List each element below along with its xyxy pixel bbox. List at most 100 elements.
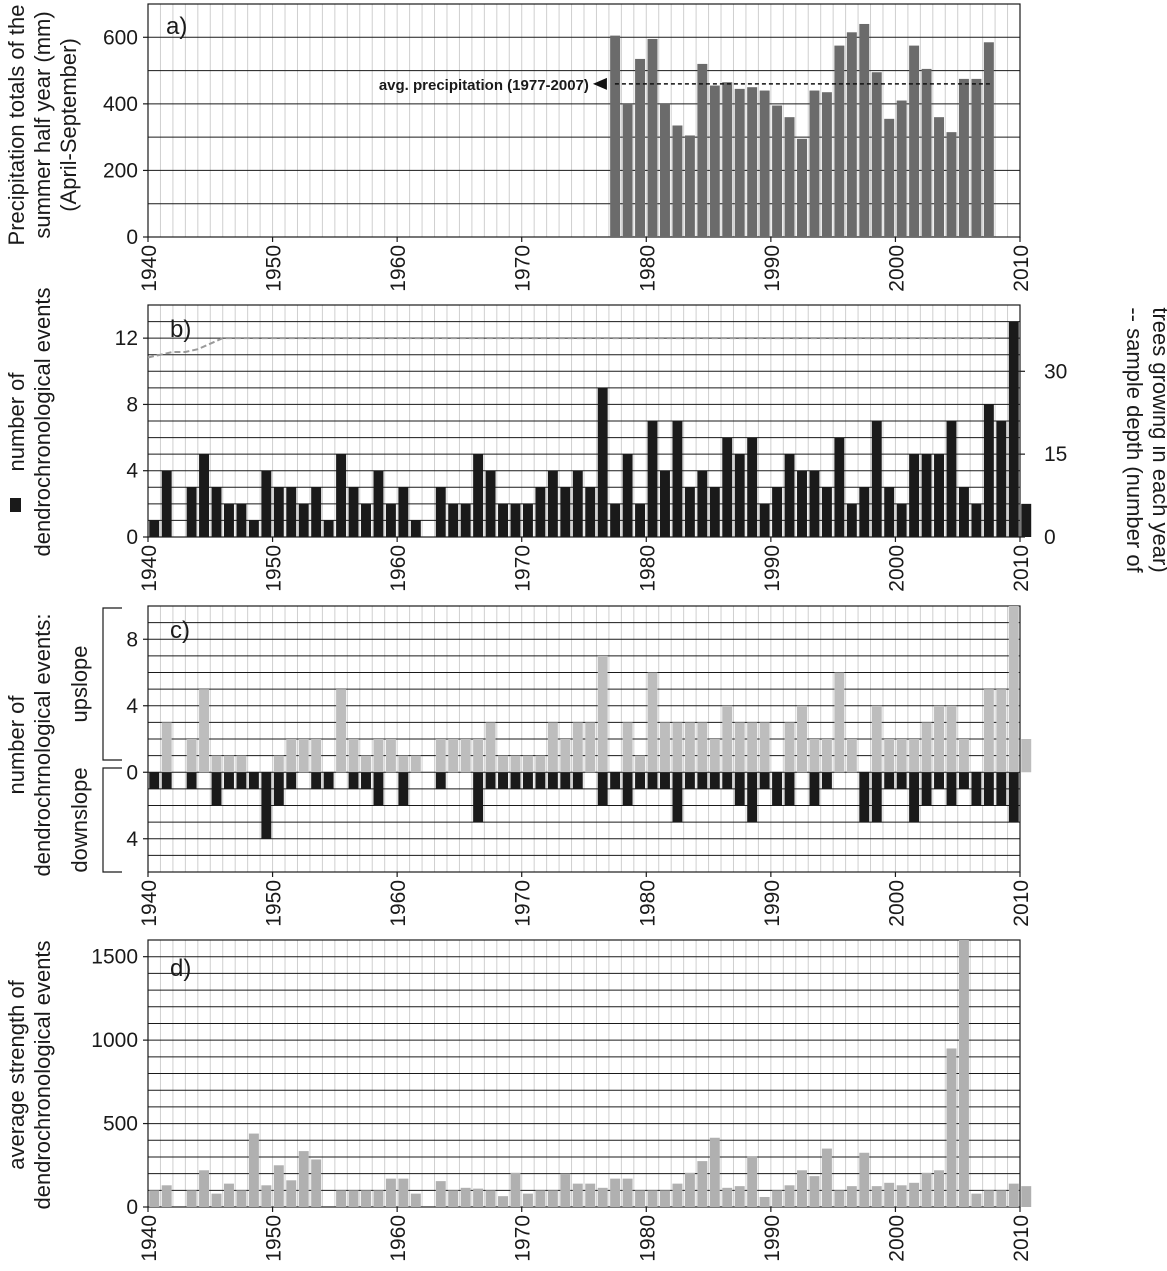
- y2-tick-label: 0: [1044, 526, 1056, 549]
- y-tick-label: 600: [103, 26, 138, 49]
- strength-bar: [248, 1133, 259, 1207]
- upslope-bar: [273, 755, 284, 773]
- upslope-bar: [286, 739, 297, 773]
- event-bar: [298, 503, 309, 537]
- event-bar: [884, 487, 895, 537]
- upslope-bar: [684, 722, 695, 773]
- strength-bar: [846, 1186, 857, 1207]
- event-bar: [348, 487, 359, 537]
- precip-bar: [722, 82, 733, 237]
- strength-bar: [859, 1152, 870, 1207]
- event-bar: [709, 487, 720, 537]
- upslope-bar: [709, 739, 720, 773]
- y-axis-label-d: dendrochronological events: [30, 940, 55, 1209]
- upslope-bar: [211, 755, 222, 773]
- precip-bar: [983, 42, 994, 238]
- downslope-bar: [622, 772, 633, 806]
- precip-bar: [684, 135, 695, 237]
- strength-bar: [572, 1183, 583, 1207]
- downslope-bar: [572, 772, 583, 789]
- downslope-bar: [709, 772, 720, 789]
- x-tick-label: 1940: [138, 1215, 161, 1262]
- y-axis-label-b: number of: [4, 372, 29, 472]
- precip-bar: [934, 117, 945, 237]
- strength-bar: [635, 1190, 646, 1207]
- event-bar: [460, 503, 471, 537]
- plot-frame: [147, 939, 1021, 1208]
- event-bar: [448, 503, 459, 537]
- downslope-bar: [784, 772, 795, 806]
- upslope-bar: [821, 739, 832, 773]
- event-bar: [896, 503, 907, 537]
- upslope-bar: [635, 755, 646, 773]
- strength-bar: [597, 1187, 608, 1207]
- upslope-bar: [1021, 739, 1032, 773]
- x-tick-label: 1950: [263, 1215, 286, 1262]
- upslope-bar: [809, 739, 820, 773]
- strength-bar: [834, 1190, 845, 1207]
- strength-bar: [199, 1170, 210, 1207]
- y-axis-label-c: number of: [4, 695, 29, 795]
- downslope-bar: [186, 772, 197, 789]
- y-tick-label: 0: [126, 526, 138, 549]
- upslope-bar: [697, 722, 708, 773]
- upslope-bar: [498, 755, 509, 773]
- precip-bar: [784, 117, 795, 237]
- strength-bar: [909, 1182, 920, 1207]
- downslope-bar: [722, 772, 733, 789]
- precip-bar: [672, 125, 683, 237]
- strength-bar: [647, 1190, 658, 1207]
- downslope-bar: [211, 772, 222, 806]
- strength-bar: [522, 1193, 533, 1207]
- avg-arrow-head: [592, 77, 607, 90]
- event-bar: [560, 487, 571, 537]
- panel-label-d: d): [170, 955, 191, 982]
- precip-bar: [859, 23, 870, 237]
- strength-bar: [759, 1196, 770, 1207]
- downslope-bar: [734, 772, 745, 806]
- event-bar: [610, 503, 621, 537]
- downslope-bar: [236, 772, 247, 789]
- upslope-bar: [983, 689, 994, 773]
- downslope-bar: [747, 772, 758, 823]
- strength-bar: [585, 1183, 596, 1207]
- strength-bar: [473, 1188, 484, 1207]
- strength-bar: [747, 1156, 758, 1207]
- x-tick-label: 1990: [761, 880, 784, 927]
- downslope-bar: [560, 772, 571, 789]
- precip-bar: [772, 105, 783, 238]
- x-tick-label: 1950: [263, 545, 286, 592]
- strength-bar: [946, 1048, 957, 1207]
- strength-bar: [336, 1190, 347, 1207]
- event-bar: [498, 503, 509, 537]
- downslope-bar: [759, 772, 770, 789]
- downslope-bar: [286, 772, 297, 789]
- x-tick-label: 2000: [885, 880, 908, 927]
- strength-bar: [971, 1193, 982, 1207]
- x-tick-label: 1940: [138, 880, 161, 927]
- upslope-bar: [510, 755, 521, 773]
- strength-bar: [871, 1186, 882, 1207]
- upslope-bar: [361, 755, 371, 773]
- event-bar: [535, 487, 546, 537]
- downslope-bar: [547, 772, 558, 789]
- downslope-bar: [684, 772, 695, 789]
- downslope-bar: [983, 772, 994, 806]
- downslope-bar: [821, 772, 832, 789]
- downslope-bar: [1008, 772, 1019, 823]
- downslope-bar: [859, 772, 870, 823]
- plot-frame: [147, 605, 1021, 873]
- y-tick-label: 12: [115, 327, 138, 350]
- downslope-bar: [934, 772, 945, 789]
- event-bar: [996, 421, 1007, 537]
- event-bar: [161, 470, 172, 537]
- downslope-bar: [161, 772, 172, 789]
- y-tick-label: 400: [103, 93, 138, 116]
- panel-b-events: b) 0 4 8 12 0 15 30 1940 1950 1960 1970 1980 1990 2000…: [4, 287, 1167, 591]
- event-bar: [261, 470, 272, 537]
- precip-bar: [958, 78, 969, 238]
- strength-bar: [983, 1190, 994, 1207]
- downslope-bar: [896, 772, 907, 789]
- x-tick-label: 1960: [387, 880, 410, 927]
